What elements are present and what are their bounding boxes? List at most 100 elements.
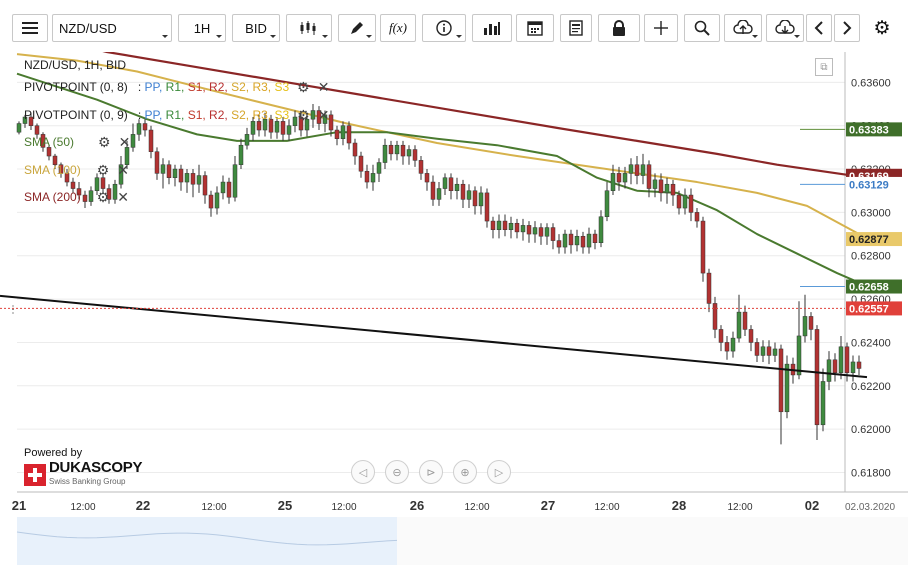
side-selector[interactable]: BID [232,14,280,42]
pivot2-pp: PP, [144,108,163,122]
candle-body [382,144,388,163]
candle-body [766,346,772,356]
candle-body [70,181,76,189]
menu-button[interactable] [12,14,48,42]
zoom-button[interactable] [684,14,720,42]
pivot1-pp: PP, [144,80,163,94]
gear-icon: ⚙ [873,17,891,39]
settings-button[interactable]: ⚙ [868,14,896,42]
upload-button[interactable] [724,14,762,42]
instrument-selector[interactable]: NZD/USD [52,14,172,42]
sma50-line [16,72,868,288]
sma100-gear-icon[interactable]: ⚙ [96,162,110,178]
candle-body [88,190,94,202]
pan-left-button[interactable]: ◁ [351,460,375,484]
candle-body [724,342,730,352]
candle-body [628,164,634,174]
cloud-download-icon [775,20,795,34]
candle-body [712,303,718,330]
candle-body [280,121,286,135]
candle-body [778,348,784,413]
indicators-button[interactable]: f(x) [380,14,416,42]
drawing-tool-button[interactable] [338,14,376,42]
candle-body [604,190,610,217]
pivot2-close-icon[interactable]: ✕ [317,107,330,123]
expand-icon[interactable]: ⧉ [815,58,833,76]
candle-body [124,147,130,165]
chart-area[interactable]: 0.636000.634000.632000.630000.628000.626… [0,29,908,565]
sma100-close-icon[interactable]: ✕ [117,162,129,178]
reset-view-button[interactable]: ⊳ [419,460,443,484]
legend-sma100: SMA (100) ⚙ ✕ [24,163,129,177]
pivot1-sep: : [137,80,142,94]
chart-type-button[interactable] [286,14,332,42]
scroll-left-button[interactable] [806,14,832,42]
candle-body [856,361,862,369]
candle-body [112,183,118,200]
candle-body [772,348,778,356]
x-tick-label: 27 [541,498,555,513]
pivot1-r1: R1, [165,80,185,94]
zoom-in-button[interactable]: ⊕ [453,460,477,484]
crosshair-button[interactable] [644,14,678,42]
pivot2-s2: S2, [231,108,250,122]
candle-body [244,134,250,146]
navigator-line [16,531,398,546]
download-button[interactable] [766,14,804,42]
logo-name: DUKASCOPY [49,459,143,476]
sma200-gear-icon[interactable]: ⚙ [96,189,110,205]
scroll-right-button[interactable] [834,14,860,42]
candle-body [448,177,454,191]
sma50-gear-icon[interactable]: ⚙ [98,134,111,150]
legend-pivot2: PIVOTPOINT (0, 9) : PP, R1, S1, R2, S2, … [24,108,329,122]
caret-icon [270,35,276,38]
candle-body [376,162,382,174]
candle-body [646,164,652,189]
candle-body [208,194,214,209]
pivot1-close-icon[interactable]: ✕ [317,79,330,95]
candle-body [16,123,22,133]
candle-body [226,181,232,198]
volume-button[interactable] [472,14,512,42]
legend-sma200: SMA (200) ⚙ ✕ [24,190,129,204]
candle-body [466,190,472,200]
drag-handle-icon: ⋮ [8,304,18,315]
y-tick-label: 0.62800 [851,251,891,263]
pivot2-s1: S1, [187,108,206,122]
sma200-close-icon[interactable]: ✕ [117,189,129,205]
candle-body [250,121,256,135]
info-button[interactable] [422,14,466,42]
candle-body [562,233,568,248]
pan-right-button[interactable]: ▷ [487,460,511,484]
report-button[interactable] [560,14,592,42]
lock-button[interactable] [598,14,640,42]
caret-icon [162,35,168,38]
candle-body [220,181,226,194]
pivot2-name: PIVOTPOINT (0, 9) [24,108,128,122]
chevron-right-icon [843,21,852,35]
candle-body [172,168,178,178]
candlestick-chart[interactable]: 0.636000.634000.632000.630000.628000.626… [0,29,908,565]
reset-icon: ⊳ [426,466,436,479]
price-tag-bg [846,279,902,294]
timeframe-selector[interactable]: 1H [178,14,226,42]
candle-body [310,110,316,120]
candle-body [616,173,622,183]
candle-body [412,149,418,161]
y-tick-label: 0.62200 [851,381,891,393]
price-tag-bg [845,176,903,192]
candle-body [472,190,478,207]
candle-body [352,142,358,157]
sma50-close-icon[interactable]: ✕ [118,134,131,150]
pivot1-r2: R2, [209,80,228,94]
candle-body [556,240,562,248]
pivot2-gear-icon[interactable]: ⚙ [297,107,310,123]
candle-body [274,121,280,133]
pivot1-gear-icon[interactable]: ⚙ [297,79,310,95]
calendar-button[interactable] [516,14,554,42]
zoom-out-button[interactable]: ⊖ [385,460,409,484]
candle-body [538,227,544,237]
candle-body [424,173,430,183]
candle-body [322,114,328,124]
caret-icon [794,35,800,38]
